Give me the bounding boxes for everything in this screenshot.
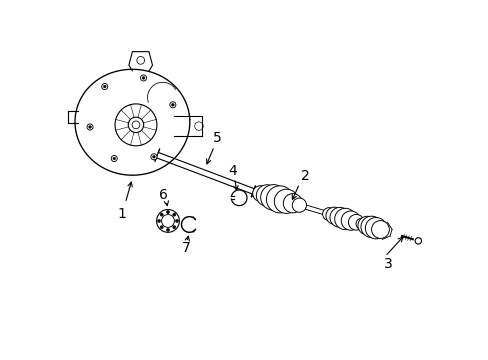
Circle shape	[256, 185, 277, 206]
Text: 3: 3	[384, 257, 392, 271]
Circle shape	[266, 186, 293, 213]
Circle shape	[171, 103, 174, 106]
Circle shape	[175, 219, 178, 222]
Circle shape	[140, 75, 146, 81]
Circle shape	[172, 213, 176, 216]
Circle shape	[371, 221, 388, 238]
Circle shape	[152, 156, 155, 158]
Circle shape	[365, 217, 386, 239]
Circle shape	[322, 208, 335, 220]
Circle shape	[111, 156, 117, 162]
Circle shape	[292, 198, 306, 212]
Circle shape	[160, 213, 163, 216]
Circle shape	[87, 124, 93, 130]
Circle shape	[113, 157, 115, 160]
Circle shape	[357, 216, 376, 235]
Circle shape	[283, 194, 302, 213]
Circle shape	[329, 207, 349, 227]
Text: 1: 1	[117, 207, 126, 221]
Circle shape	[160, 226, 163, 229]
Circle shape	[341, 211, 360, 230]
Circle shape	[274, 189, 298, 213]
Circle shape	[355, 218, 366, 230]
Circle shape	[102, 84, 107, 90]
Circle shape	[157, 219, 161, 222]
Circle shape	[88, 126, 91, 129]
Circle shape	[103, 85, 106, 88]
Circle shape	[260, 185, 285, 210]
Circle shape	[334, 208, 355, 230]
Text: 2: 2	[301, 169, 309, 183]
Circle shape	[166, 211, 169, 213]
Circle shape	[348, 215, 364, 230]
Circle shape	[142, 77, 144, 79]
Text: 5: 5	[213, 131, 222, 145]
Circle shape	[325, 207, 342, 224]
Circle shape	[360, 216, 382, 238]
Circle shape	[252, 186, 268, 201]
Text: 4: 4	[228, 164, 237, 178]
Circle shape	[156, 210, 179, 232]
Circle shape	[151, 154, 157, 160]
Circle shape	[169, 102, 176, 108]
Circle shape	[172, 226, 176, 229]
Text: 7: 7	[181, 241, 190, 255]
Circle shape	[166, 228, 169, 231]
Text: 6: 6	[159, 188, 167, 202]
Circle shape	[414, 238, 421, 244]
